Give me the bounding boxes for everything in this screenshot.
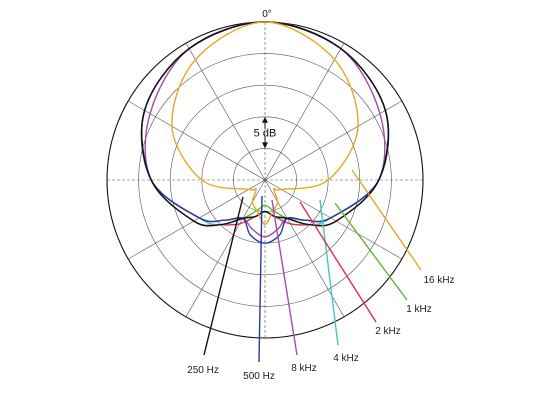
leader-500-hz xyxy=(258,195,263,363)
scale-arrowhead-down xyxy=(262,142,268,149)
polar-grid xyxy=(106,21,424,339)
curve-8-khz xyxy=(144,21,386,238)
leader-2-khz xyxy=(299,201,377,323)
grid-spoke xyxy=(185,43,266,181)
curve-250-hz xyxy=(140,21,390,227)
legend-label-4-khz: 4 kHz xyxy=(333,353,359,364)
legend-labels: 250 Hz 500 Hz 8 kHz 4 kHz 2 kHz 1 kHz 16 kHz xyxy=(187,275,454,382)
legend-label-8-khz: 8 kHz xyxy=(291,363,317,374)
leader-16-khz xyxy=(351,169,422,271)
grid-spoke xyxy=(264,179,402,260)
legend-label-500-hz: 500 Hz xyxy=(243,371,275,382)
polar-curves xyxy=(140,21,390,244)
leader-1-khz xyxy=(334,202,408,301)
legend-label-1-khz: 1 kHz xyxy=(406,304,432,315)
grid-spoke xyxy=(128,179,266,260)
grid-spoke xyxy=(264,100,402,181)
leader-8-khz xyxy=(271,199,298,356)
grid-ring xyxy=(169,84,361,276)
legend-label-16-khz: 16 kHz xyxy=(423,275,454,286)
scale-indicator xyxy=(262,116,268,149)
curve-16-khz xyxy=(171,21,359,225)
leader-4-khz xyxy=(319,199,339,346)
angle-label-0: 0° xyxy=(262,9,272,20)
legend-label-2-khz: 2 kHz xyxy=(375,326,401,337)
leader-250-hz xyxy=(203,196,244,356)
scale-label: 5 dB xyxy=(254,128,277,140)
grid-spoke xyxy=(264,43,345,181)
grid-spoke xyxy=(128,100,266,181)
scale-arrowhead-up xyxy=(262,116,268,123)
legend-leaders xyxy=(203,169,422,363)
legend-label-250-hz: 250 Hz xyxy=(187,365,219,376)
